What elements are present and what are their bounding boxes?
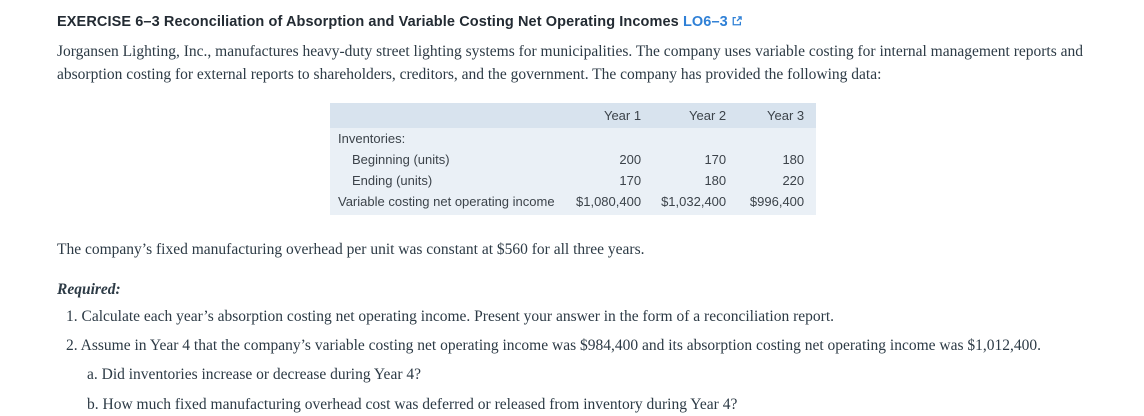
overhead-note: The company’s fixed manufacturing overhe… [57, 240, 645, 258]
row-value: 170 [704, 151, 727, 167]
external-link-icon [732, 16, 742, 26]
required-item-2b: b. How much fixed manufacturing overhead… [87, 395, 738, 413]
required-item-2a: a. Did inventories increase or decrease … [87, 366, 421, 384]
table-row-variable-costing-noi: Variable costing net operating income $1… [330, 191, 816, 215]
table-row-ending-units: Ending (units) 170 180 220 [330, 170, 816, 191]
required-label: Required: [57, 280, 121, 298]
table-row-beginning-units: Beginning (units) 200 170 180 [330, 149, 816, 170]
row-value [653, 128, 738, 149]
row-value: 200 [619, 151, 642, 167]
row-value [568, 128, 653, 149]
table-row-inventories: Inventories: [330, 128, 816, 149]
column-header-year2: Year 2 [653, 102, 739, 128]
row-value: $1,032,400 [661, 193, 727, 209]
row-value [738, 128, 816, 149]
row-value: $996,400 [749, 193, 805, 209]
row-value: 180 [782, 151, 805, 167]
row-label: Beginning (units) [352, 151, 450, 167]
required-item-1: 1. Calculate each year’s absorption cost… [66, 307, 834, 325]
row-label: Ending (units) [352, 172, 433, 188]
table-header: Year 1 Year 2 Year 3 [330, 102, 817, 128]
required-item-2: 2. Assume in Year 4 that the company’s v… [66, 336, 1042, 354]
row-label: Variable costing net operating income [338, 193, 555, 209]
exercise-title-text: EXERCISE 6–3 Reconciliation of Absorptio… [57, 14, 679, 30]
row-value: $1,080,400 [576, 193, 642, 209]
row-label: Inventories: [338, 130, 406, 146]
table-body: Inventories: Beginning (units) 200 170 1… [330, 128, 816, 215]
column-header-year1: Year 1 [568, 102, 654, 128]
exercise-title: EXERCISE 6–3 Reconciliation of Absorptio… [57, 14, 1104, 30]
lo-link[interactable]: LO6–3 [683, 14, 743, 30]
data-table: Year 1 Year 2 Year 3 Inventories: Beginn… [330, 102, 817, 215]
row-value: 170 [619, 172, 642, 188]
lo-link-label: LO6–3 [682, 14, 728, 30]
column-header-year3: Year 3 [738, 102, 817, 128]
row-value: 220 [782, 172, 805, 188]
table-header-label-cell [330, 102, 568, 128]
intro-paragraph: Jorgansen Lighting, Inc., manufactures h… [57, 43, 1084, 84]
row-value: 180 [704, 172, 727, 188]
table-header-row: Year 1 Year 2 Year 3 [330, 102, 817, 128]
